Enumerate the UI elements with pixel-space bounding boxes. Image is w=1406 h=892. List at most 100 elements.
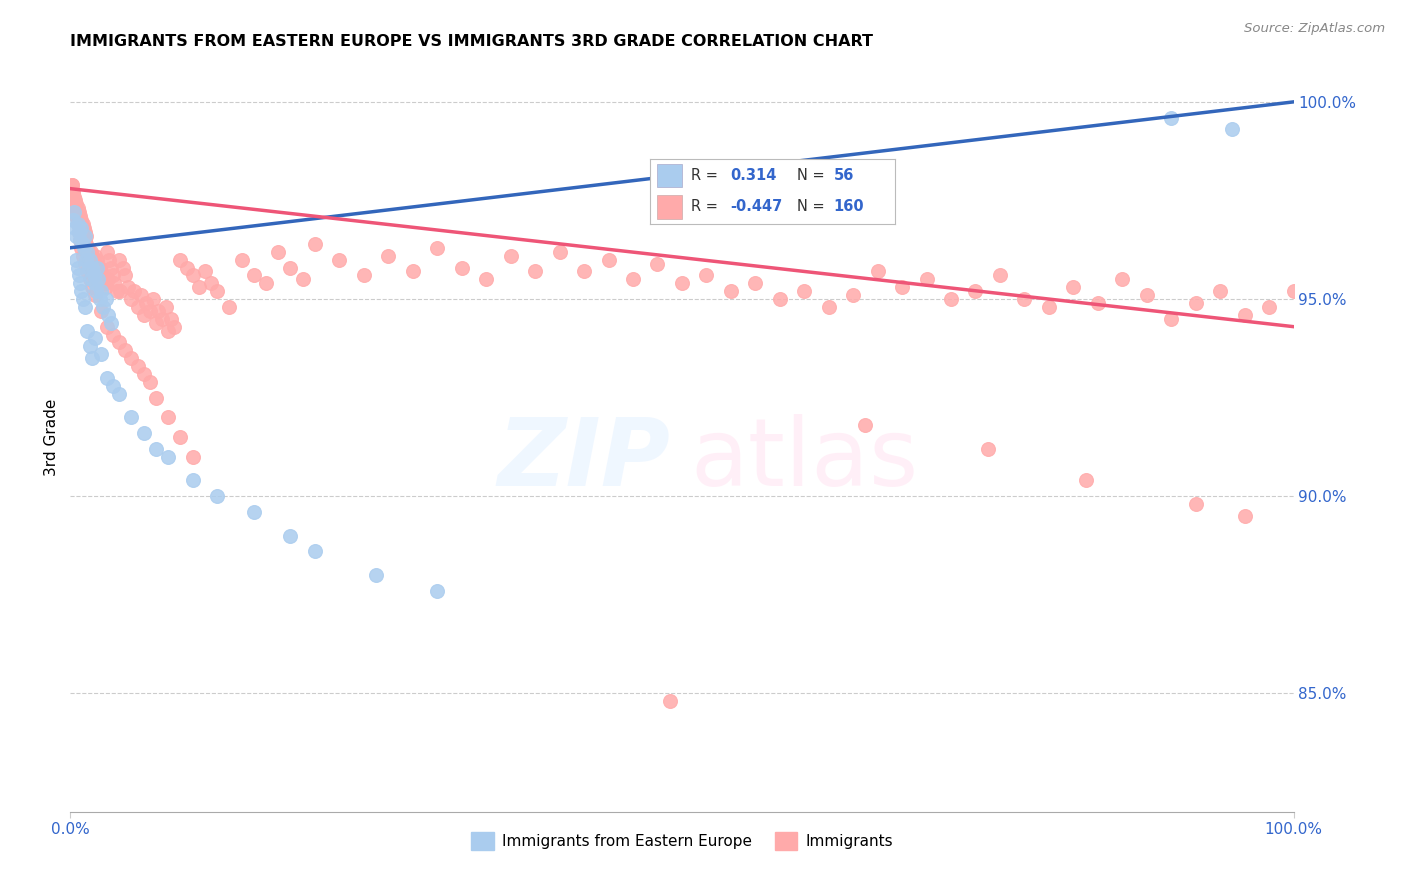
Point <box>90 284 112 298</box>
Point <box>65 229 87 244</box>
Point <box>181 268 204 283</box>
Point <box>150 311 173 326</box>
Point <box>135 296 157 310</box>
Point <box>280 529 302 543</box>
Point <box>572 264 595 278</box>
Point <box>426 241 449 255</box>
Point <box>100 260 122 275</box>
Point <box>1160 311 1182 326</box>
Point <box>69 233 91 247</box>
Point <box>69 277 91 291</box>
Y-axis label: 3rd Grade: 3rd Grade <box>44 399 59 475</box>
Point <box>82 351 104 366</box>
Point <box>69 217 91 231</box>
Point <box>769 292 792 306</box>
Point <box>62 186 84 200</box>
Point <box>67 268 90 283</box>
Point <box>70 241 93 255</box>
Point <box>91 268 114 283</box>
Text: 160: 160 <box>834 199 865 214</box>
Point <box>915 272 938 286</box>
Point <box>243 505 266 519</box>
Point <box>65 197 87 211</box>
Text: 0.314: 0.314 <box>731 168 778 183</box>
Point <box>218 300 240 314</box>
Point <box>73 241 96 255</box>
Text: N =: N = <box>797 199 824 214</box>
Point <box>205 489 228 503</box>
Point <box>304 236 326 251</box>
Point <box>163 319 186 334</box>
Point <box>524 264 547 278</box>
Text: -0.447: -0.447 <box>731 199 783 214</box>
Point <box>1184 497 1206 511</box>
Point <box>94 280 117 294</box>
Point <box>145 316 167 330</box>
Point <box>1111 272 1133 286</box>
Point <box>84 260 107 275</box>
Point <box>132 308 155 322</box>
Point <box>121 351 143 366</box>
Point <box>231 252 253 267</box>
Point <box>65 209 87 223</box>
Point <box>79 272 101 286</box>
Text: atlas: atlas <box>690 414 918 506</box>
Point <box>842 288 865 302</box>
Point <box>366 568 388 582</box>
Point <box>83 252 105 267</box>
Point <box>93 277 115 291</box>
Point <box>1062 280 1084 294</box>
Point <box>60 178 83 192</box>
Point <box>157 450 180 464</box>
Point <box>69 233 91 247</box>
Point <box>744 277 766 291</box>
Point <box>66 209 89 223</box>
Point <box>891 280 914 294</box>
Point <box>100 316 122 330</box>
Point <box>187 280 209 294</box>
Point <box>817 300 839 314</box>
Point <box>90 304 112 318</box>
Point <box>658 694 681 708</box>
Point <box>97 308 120 322</box>
Text: ZIP: ZIP <box>498 414 671 506</box>
Point <box>139 304 162 318</box>
Point <box>72 217 94 231</box>
Point <box>97 272 120 286</box>
Point <box>96 371 118 385</box>
Point <box>1233 308 1256 322</box>
Point <box>103 277 125 291</box>
Point <box>254 277 277 291</box>
Point <box>169 430 191 444</box>
Point <box>111 260 134 275</box>
Point <box>548 244 571 259</box>
Point <box>90 347 112 361</box>
Point <box>65 205 87 219</box>
Point <box>121 410 143 425</box>
Point <box>67 225 90 239</box>
Point <box>66 202 89 216</box>
Point <box>132 367 155 381</box>
Point <box>965 284 987 298</box>
Point <box>75 252 97 267</box>
Point <box>63 197 86 211</box>
Point <box>110 284 132 298</box>
Point <box>1233 508 1256 523</box>
Point <box>73 256 96 270</box>
Text: R =: R = <box>692 199 718 214</box>
Point <box>426 583 449 598</box>
Point <box>67 225 90 239</box>
Point <box>66 217 89 231</box>
Text: Source: ZipAtlas.com: Source: ZipAtlas.com <box>1244 22 1385 36</box>
Point <box>108 252 131 267</box>
Point <box>66 217 89 231</box>
Point <box>976 442 998 456</box>
Point <box>108 386 131 401</box>
Text: IMMIGRANTS FROM EASTERN EUROPE VS IMMIGRANTS 3RD GRADE CORRELATION CHART: IMMIGRANTS FROM EASTERN EUROPE VS IMMIGR… <box>70 34 873 49</box>
Point <box>62 213 84 227</box>
Point <box>475 272 498 286</box>
Point <box>155 300 177 314</box>
Point <box>79 339 101 353</box>
Point <box>82 249 104 263</box>
Point <box>73 300 96 314</box>
